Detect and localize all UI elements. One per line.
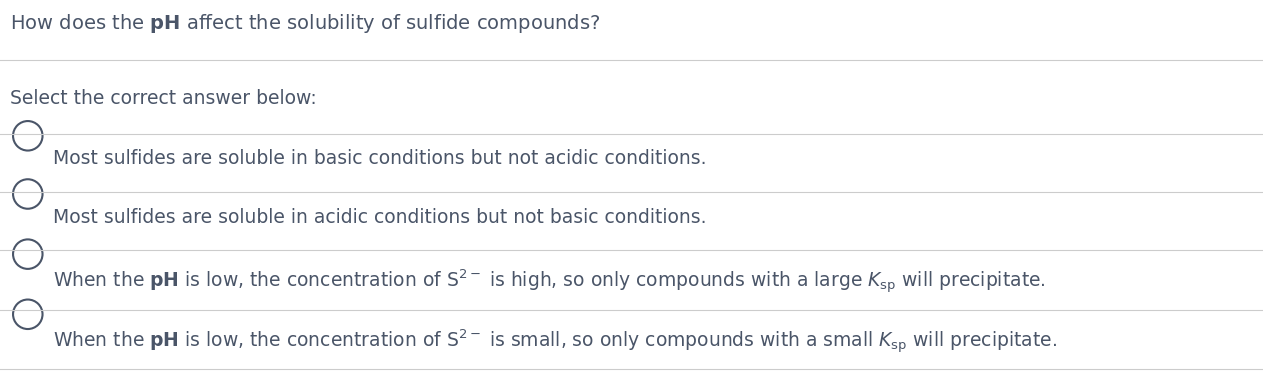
Text: Most sulfides are soluble in acidic conditions but not basic conditions.: Most sulfides are soluble in acidic cond… <box>53 208 706 227</box>
Text: When the $\mathbf{pH}$ is low, the concentration of S$^{2-}$ is high, so only co: When the $\mathbf{pH}$ is low, the conce… <box>53 268 1046 296</box>
Text: How does the $\mathbf{pH}$ affect the solubility of sulfide compounds?: How does the $\mathbf{pH}$ affect the so… <box>10 12 600 35</box>
Text: When the $\mathbf{pH}$ is low, the concentration of S$^{2-}$ is small, so only c: When the $\mathbf{pH}$ is low, the conce… <box>53 328 1057 356</box>
Text: Most sulfides are soluble in basic conditions but not acidic conditions.: Most sulfides are soluble in basic condi… <box>53 149 706 168</box>
Text: Select the correct answer below:: Select the correct answer below: <box>10 89 317 108</box>
